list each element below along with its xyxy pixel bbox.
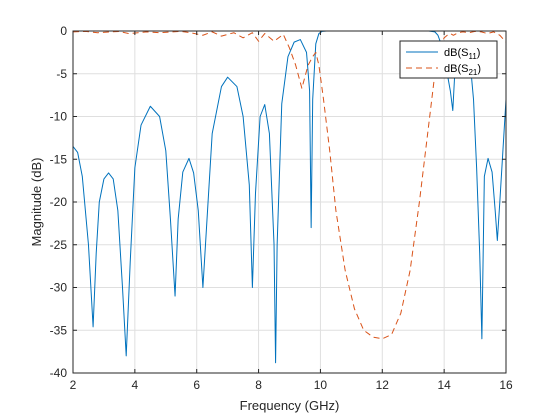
x-tick-label: 10 [314,378,328,392]
y-tick-label: 0 [60,24,67,38]
y-tick-label: -10 [50,110,68,124]
legend-label-end: ) [477,63,481,75]
ticks [72,30,507,374]
legend-box [399,40,498,79]
y-tick-labels: 0 -5 -10 -15 -20 -25 -30 -35 -40 [50,24,68,380]
y-axis-label: Magnitude (dB) [29,158,44,247]
legend-label-end: ) [477,47,481,59]
legend: dB(S11)dB(S21) [399,40,498,79]
y-tick-label: -15 [50,152,68,166]
x-tick-labels: 2 4 6 8 10 12 14 16 [70,378,513,392]
x-tick-label: 2 [70,378,77,392]
x-tick-label: 14 [437,378,451,392]
y-tick-label: -40 [50,366,68,380]
x-axis-label: Frequency (GHz) [240,398,340,413]
y-tick-label: -25 [50,238,68,252]
series-line-s21 [73,31,506,340]
x-tick-label: 8 [255,378,262,392]
y-tick-label: -35 [50,323,68,337]
x-tick-label: 12 [376,378,390,392]
y-tick-label: -5 [56,67,67,81]
x-tick-label: 16 [499,378,513,392]
legend-label-subscript: 11 [468,52,477,61]
legend-label-subscript: 21 [468,68,477,77]
y-tick-label: -20 [50,195,68,209]
x-tick-label: 6 [193,378,200,392]
legend-label: dB(S11) [444,47,480,61]
legend-label-main: dB(S [444,63,468,75]
y-tick-label: -30 [50,281,68,295]
legend-label-main: dB(S [444,47,468,59]
x-tick-label: 4 [132,378,139,392]
legend-label: dB(S21) [444,63,481,77]
